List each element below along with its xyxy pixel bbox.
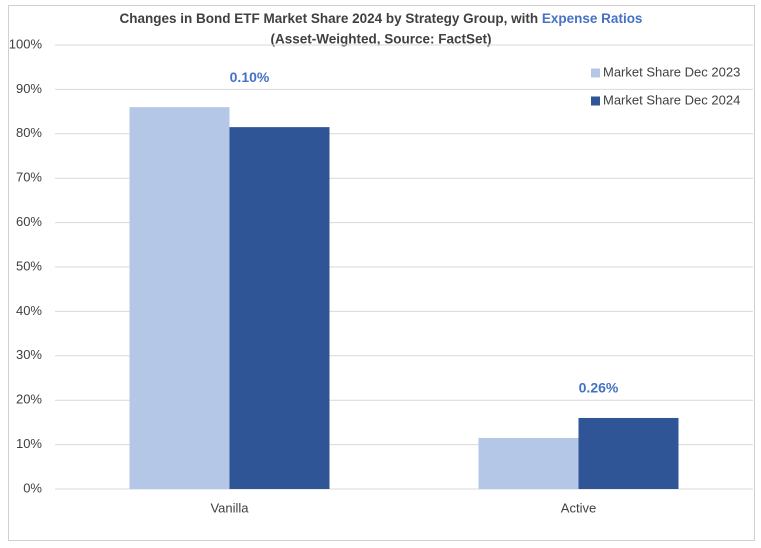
y-tick-label: 50%: [16, 258, 42, 273]
y-tick-label: 0%: [23, 480, 42, 495]
bar: [229, 127, 330, 489]
y-tick-label: 20%: [16, 392, 42, 407]
y-tick-label: 10%: [16, 436, 42, 451]
y-tick-label: 30%: [16, 347, 42, 362]
y-tick-label: 70%: [16, 170, 42, 185]
legend-swatch: [591, 96, 600, 106]
legend-label: Market Share Dec 2024: [603, 92, 740, 107]
x-tick-label: Vanilla: [210, 500, 249, 515]
y-tick-label: 40%: [16, 303, 42, 318]
x-tick-label: Active: [561, 500, 596, 515]
bar: [478, 437, 579, 489]
chart-subtitle: (Asset-Weighted, Source: FactSet): [270, 32, 491, 47]
legend-swatch: [591, 68, 600, 78]
legend-label: Market Share Dec 2023: [603, 64, 740, 79]
y-tick-label: 90%: [16, 81, 42, 96]
chart-title-highlight: Expense Ratios: [542, 11, 643, 26]
chart-title-line: Changes in Bond ETF Market Share 2024 by…: [120, 11, 643, 26]
bar: [578, 417, 679, 489]
annotation: 0.10%: [230, 69, 270, 85]
y-tick-label: 100%: [9, 36, 43, 51]
annotation: 0.26%: [579, 380, 619, 396]
bar: [129, 107, 230, 489]
chart-title: Changes in Bond ETF Market Share 2024 by…: [120, 11, 539, 26]
y-tick-label: 80%: [16, 125, 42, 140]
y-tick-label: 60%: [16, 214, 42, 229]
